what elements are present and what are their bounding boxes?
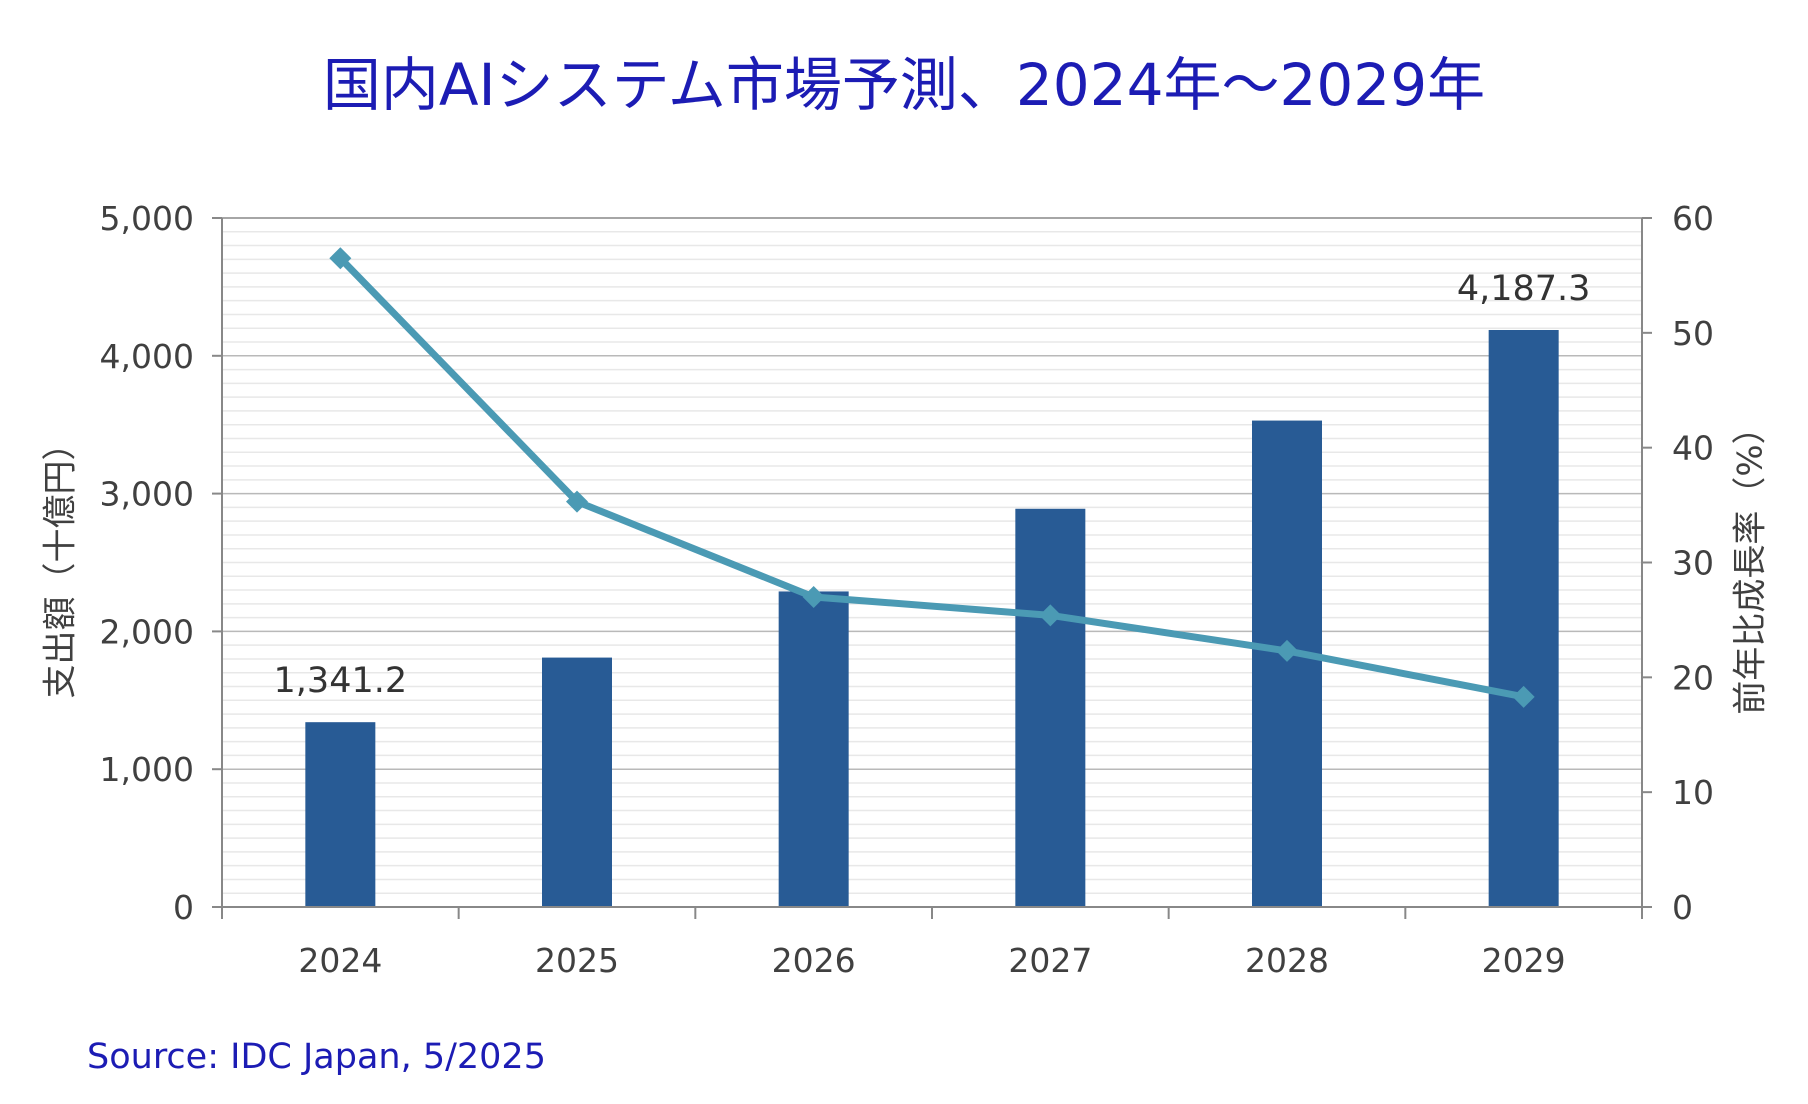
y-tick-label: 2,000 <box>100 612 194 651</box>
growth-point-2027 <box>1039 604 1062 627</box>
growth-point-2029 <box>1512 685 1535 708</box>
growth-point-2028 <box>1276 639 1298 662</box>
y2-tick-label: 20 <box>1672 658 1714 697</box>
source-note: Source: IDC Japan, 5/2025 <box>87 1037 546 1077</box>
bar-2028 <box>1252 420 1322 907</box>
growth-point-2024 <box>329 247 352 270</box>
bar-2026 <box>778 591 849 907</box>
x-tick-label: 2028 <box>1245 941 1329 980</box>
y2-tick-label: 0 <box>1672 888 1693 927</box>
y-tick-label: 3,000 <box>100 475 194 514</box>
data-label-2029: 4,187.3 <box>1457 269 1591 309</box>
growth-point-2025 <box>566 490 588 513</box>
y-tick-label: 0 <box>173 888 194 927</box>
chart-title: 国内AIシステム市場予測、2024年～2029年 <box>322 51 1486 119</box>
y2-axis-title: 前年比成長率（%） <box>1731 410 1771 714</box>
bar-2029 <box>1488 329 1559 907</box>
y2-tick-label: 40 <box>1672 429 1714 468</box>
x-tick-label: 2029 <box>1482 941 1566 980</box>
x-tick-label: 2027 <box>1008 941 1092 980</box>
y-tick-label: 4,000 <box>100 337 194 376</box>
x-tick-label: 2024 <box>298 941 382 980</box>
y2-tick-label: 10 <box>1672 773 1714 812</box>
growth-point-2026 <box>802 585 825 608</box>
y2-tick-label: 50 <box>1672 314 1714 353</box>
growth-rate-line <box>337 255 1525 701</box>
y-tick-label: 5,000 <box>100 199 194 238</box>
data-label-2024: 1,341.2 <box>274 661 408 701</box>
y-tick-label: 1,000 <box>100 750 194 789</box>
bar-2024 <box>305 722 376 907</box>
y2-tick-label: 30 <box>1672 544 1714 583</box>
x-tick-label: 2025 <box>535 941 619 980</box>
x-tick-label: 2026 <box>772 941 856 980</box>
y2-tick-label: 60 <box>1672 199 1714 238</box>
bar-2025 <box>542 657 612 907</box>
bar-2027 <box>1015 508 1086 907</box>
y-axis-title: 支出額（十億円） <box>41 427 81 699</box>
